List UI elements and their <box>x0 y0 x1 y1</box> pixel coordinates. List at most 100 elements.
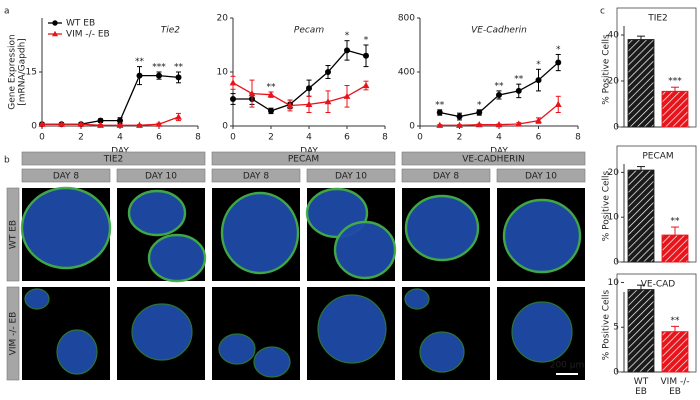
marker <box>476 109 483 116</box>
marker <box>58 120 65 127</box>
cell-cluster <box>317 294 387 364</box>
significance: ** <box>495 81 505 91</box>
marker <box>268 107 274 114</box>
cell-cluster <box>24 288 50 310</box>
marker <box>305 100 313 107</box>
marker <box>175 74 182 81</box>
marker <box>156 72 162 79</box>
marker <box>267 91 275 98</box>
y-tick-label: 10 <box>217 68 229 78</box>
marker <box>515 120 523 127</box>
marker <box>286 101 294 109</box>
significance: ** <box>267 82 277 92</box>
marker <box>515 87 522 94</box>
cell-cluster <box>218 333 256 365</box>
marker <box>230 96 236 102</box>
marker <box>248 90 256 97</box>
y-axis-label: [mRNA/Gapdh] <box>18 38 28 106</box>
cell-cluster <box>147 233 207 283</box>
cell-cluster <box>404 288 430 310</box>
cell-cluster <box>419 331 465 373</box>
column-header <box>116 168 206 183</box>
scale-bar-label: 200 µm <box>550 361 585 371</box>
legend-label: VIM -/- EB <box>66 30 110 40</box>
cell-cluster <box>56 329 98 375</box>
x-tick-label: 4 <box>117 133 123 143</box>
series-line <box>233 49 367 112</box>
significance: * <box>536 60 541 70</box>
chart-title: PECAM <box>642 152 673 162</box>
x-tick-label: 2 <box>457 133 463 143</box>
bar <box>627 169 655 263</box>
x-tick-label: 6 <box>536 133 542 143</box>
marker <box>344 47 350 54</box>
column-header <box>211 168 301 183</box>
marker <box>495 121 503 128</box>
marker <box>155 120 163 127</box>
marker <box>343 92 351 99</box>
group-header <box>401 151 586 166</box>
row-header <box>6 286 20 381</box>
cell-cluster <box>220 191 300 275</box>
cell-cluster <box>502 198 582 274</box>
y-tick-label: 0 <box>613 123 619 133</box>
chart-title: VE-CAD <box>641 280 676 290</box>
y-tick-label: 40 <box>608 31 620 41</box>
cell-cluster <box>511 301 573 363</box>
cell-cluster <box>404 194 480 262</box>
marker <box>136 72 143 79</box>
y-axis-label: % Positive Cells <box>602 170 612 241</box>
x-tick-label: 0 <box>417 133 423 143</box>
x-tick-label: 2 <box>78 133 84 143</box>
marker <box>117 117 123 124</box>
marker <box>363 52 369 59</box>
series-line <box>42 74 179 125</box>
y-tick-label: 0 <box>409 122 415 132</box>
y-tick-label: 10 <box>608 278 620 288</box>
group-label: VE-CADHERIN <box>462 155 525 165</box>
marker <box>555 59 562 66</box>
bar <box>627 289 655 373</box>
error-bar <box>671 226 679 236</box>
chart-title: Pecam <box>294 26 324 36</box>
significance: ** <box>435 100 445 110</box>
group-header <box>21 151 206 166</box>
marker <box>306 85 312 92</box>
significance: ** <box>514 75 524 85</box>
y-axis-label: % Positive Cells <box>602 289 612 360</box>
marker <box>496 91 502 98</box>
column-label: DAY 10 <box>525 172 557 182</box>
y-tick-label: 0 <box>613 258 619 268</box>
column-label: DAY 8 <box>433 172 460 182</box>
y-tick-label: 0 <box>613 368 619 378</box>
error-bar <box>637 284 645 290</box>
marker <box>475 121 483 128</box>
error-bar <box>637 35 645 40</box>
marker <box>116 121 124 128</box>
series-line <box>42 116 179 126</box>
marker <box>38 120 46 127</box>
bar <box>661 331 689 373</box>
x-tick-label: WT EB <box>634 377 649 397</box>
column-label: DAY 10 <box>335 172 367 182</box>
group-header <box>211 151 396 166</box>
error-bar <box>671 86 679 92</box>
x-tick-label: 4 <box>306 133 312 143</box>
x-tick-label: VIM -/-EB <box>661 377 690 397</box>
panel-label: a <box>4 7 10 17</box>
marker <box>324 98 332 105</box>
y-tick-label: 20 <box>608 168 620 178</box>
error-bar <box>671 325 679 332</box>
bar <box>627 39 655 128</box>
marker <box>97 121 104 128</box>
panel-label: c <box>600 7 605 17</box>
significance: *** <box>668 77 682 87</box>
y-tick-label: 800 <box>398 14 415 24</box>
column-label: DAY 8 <box>53 172 80 182</box>
x-tick-label: 6 <box>156 133 162 143</box>
column-header <box>21 168 111 183</box>
legend-label: WT EB <box>66 19 95 29</box>
marker <box>535 77 542 84</box>
marker <box>77 120 85 127</box>
y-tick-label: 10 <box>608 213 620 223</box>
